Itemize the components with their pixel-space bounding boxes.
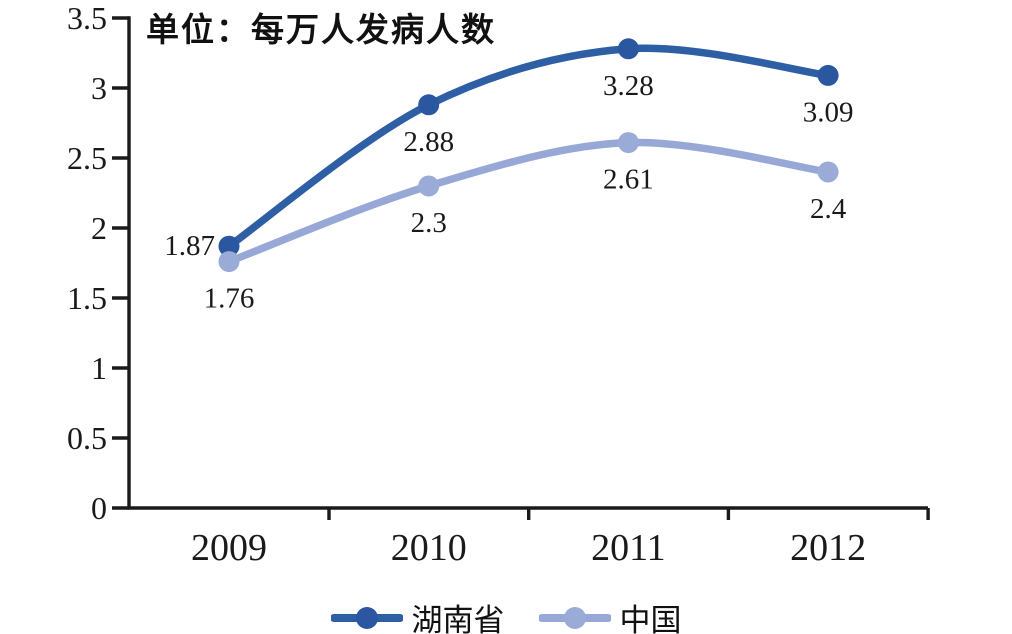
legend-label-china: 中国 (619, 603, 682, 634)
legend-marker-hunan (330, 606, 403, 629)
svg-text:2: 2 (91, 210, 107, 246)
axes (112, 16, 930, 520)
y-axis-labels: 0 0.5 1 1.5 2 2.5 3 3.5 (67, 0, 107, 526)
svg-text:2.88: 2.88 (403, 126, 454, 158)
x-axis-labels: 2009 2010 2011 2012 (191, 527, 866, 569)
svg-text:2009: 2009 (191, 527, 267, 569)
legend-item-hunan: 湖南省 (330, 595, 505, 634)
svg-text:1.76: 1.76 (204, 283, 255, 315)
svg-text:3.5: 3.5 (67, 0, 107, 36)
series-1-line (225, 138, 832, 266)
legend-label-hunan: 湖南省 (411, 603, 505, 634)
svg-text:2.3: 2.3 (411, 207, 447, 239)
svg-text:0: 0 (91, 490, 107, 526)
series-1-markers (218, 132, 839, 273)
svg-text:1: 1 (91, 350, 107, 386)
svg-text:3.28: 3.28 (603, 70, 654, 102)
svg-text:2011: 2011 (591, 527, 666, 569)
svg-text:0.5: 0.5 (67, 420, 107, 456)
legend: 湖南省 中国 (0, 595, 1012, 634)
series-0-line (225, 44, 832, 250)
svg-text:1.5: 1.5 (67, 280, 107, 316)
svg-text:3: 3 (91, 70, 107, 106)
svg-text:2.4: 2.4 (810, 193, 847, 225)
svg-text:2012: 2012 (790, 527, 866, 569)
series-1-data-labels: 1.76 2.3 2.61 2.4 (204, 164, 847, 315)
legend-item-china: 中国 (538, 595, 682, 634)
svg-text:2.61: 2.61 (603, 164, 654, 196)
legend-marker-china (538, 606, 611, 629)
svg-text:2.5: 2.5 (67, 140, 107, 176)
svg-text:2010: 2010 (391, 527, 467, 569)
svg-text:3.09: 3.09 (803, 96, 854, 128)
series-0-markers (218, 38, 839, 257)
unit-label: 单位：每万人发病人数 (146, 13, 496, 49)
svg-text:1.87: 1.87 (164, 230, 215, 262)
series-0-data-labels: 1.87 2.88 3.28 3.09 (164, 70, 853, 262)
